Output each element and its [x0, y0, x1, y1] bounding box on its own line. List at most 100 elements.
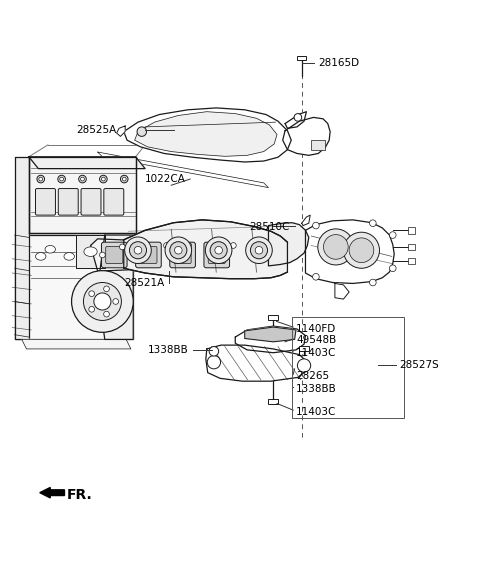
Polygon shape [22, 340, 131, 349]
Circle shape [246, 237, 272, 263]
Text: 49548B: 49548B [296, 336, 336, 345]
Text: 11403C: 11403C [296, 347, 336, 358]
Circle shape [104, 286, 109, 292]
Polygon shape [305, 220, 394, 284]
Circle shape [294, 114, 301, 121]
Polygon shape [124, 108, 291, 162]
FancyBboxPatch shape [101, 242, 127, 268]
Polygon shape [245, 327, 296, 342]
Circle shape [141, 242, 147, 249]
Ellipse shape [84, 247, 97, 257]
Circle shape [89, 306, 95, 312]
Polygon shape [335, 284, 349, 299]
Circle shape [215, 246, 222, 254]
Circle shape [94, 293, 111, 310]
Text: 28510C: 28510C [250, 223, 290, 232]
Polygon shape [91, 239, 266, 271]
FancyBboxPatch shape [106, 246, 123, 263]
Circle shape [209, 346, 219, 356]
Circle shape [349, 238, 374, 263]
Text: 1338BB: 1338BB [147, 345, 188, 355]
Circle shape [298, 359, 311, 372]
Circle shape [389, 232, 396, 238]
Bar [408, 244, 415, 250]
Polygon shape [301, 215, 310, 225]
Circle shape [312, 273, 319, 280]
Bar [300, 346, 309, 351]
Circle shape [120, 175, 128, 183]
Circle shape [134, 246, 142, 254]
Bar [268, 399, 278, 405]
Polygon shape [235, 326, 305, 353]
Polygon shape [97, 235, 133, 340]
Circle shape [39, 177, 43, 181]
Circle shape [318, 229, 354, 265]
Text: 28165D: 28165D [318, 58, 360, 68]
Polygon shape [285, 112, 306, 128]
FancyBboxPatch shape [136, 242, 161, 268]
FancyBboxPatch shape [81, 189, 101, 215]
Text: 28525A: 28525A [76, 125, 117, 134]
Circle shape [343, 232, 380, 268]
Circle shape [125, 237, 151, 263]
Text: 28265: 28265 [296, 371, 329, 381]
Text: 1140FD: 1140FD [296, 324, 336, 333]
Circle shape [256, 254, 262, 259]
Ellipse shape [45, 246, 56, 253]
Circle shape [99, 252, 105, 258]
FancyBboxPatch shape [58, 189, 78, 215]
Text: 1022CA: 1022CA [145, 174, 186, 184]
Circle shape [81, 177, 84, 181]
Polygon shape [206, 345, 307, 381]
Text: 28521A: 28521A [124, 279, 164, 289]
Circle shape [137, 127, 146, 136]
Circle shape [99, 175, 107, 183]
Circle shape [208, 242, 214, 249]
FancyBboxPatch shape [140, 246, 157, 263]
FancyBboxPatch shape [36, 189, 56, 215]
Bar [311, 140, 325, 150]
Circle shape [255, 246, 263, 254]
Circle shape [104, 311, 109, 317]
Ellipse shape [64, 253, 74, 260]
Circle shape [170, 242, 187, 259]
Circle shape [389, 265, 396, 272]
Text: FR.: FR. [67, 488, 93, 502]
Circle shape [130, 242, 146, 259]
Circle shape [324, 234, 348, 259]
Bar [292, 317, 404, 418]
Circle shape [79, 175, 86, 183]
Circle shape [89, 291, 95, 297]
Circle shape [230, 242, 236, 249]
Circle shape [58, 175, 65, 183]
Circle shape [186, 242, 192, 249]
Polygon shape [14, 235, 133, 340]
Circle shape [249, 247, 254, 253]
FancyBboxPatch shape [104, 189, 124, 215]
Polygon shape [283, 118, 330, 155]
Text: 11403C: 11403C [296, 407, 336, 416]
Circle shape [72, 271, 133, 332]
Circle shape [165, 237, 192, 263]
Circle shape [122, 177, 126, 181]
FancyBboxPatch shape [174, 246, 191, 263]
FancyArrow shape [40, 488, 64, 498]
Circle shape [101, 177, 105, 181]
Bar [268, 315, 278, 320]
Polygon shape [76, 235, 105, 268]
Circle shape [370, 220, 376, 227]
Circle shape [37, 175, 45, 183]
Circle shape [205, 237, 232, 263]
Circle shape [175, 246, 182, 254]
Circle shape [164, 242, 169, 249]
FancyBboxPatch shape [204, 242, 229, 268]
Polygon shape [135, 112, 277, 157]
Bar [408, 258, 415, 264]
Text: 28527S: 28527S [399, 359, 439, 370]
Circle shape [113, 299, 119, 305]
Circle shape [207, 355, 220, 369]
Bar [297, 56, 306, 60]
Polygon shape [268, 223, 309, 266]
Polygon shape [29, 157, 145, 168]
Bar [408, 227, 415, 234]
